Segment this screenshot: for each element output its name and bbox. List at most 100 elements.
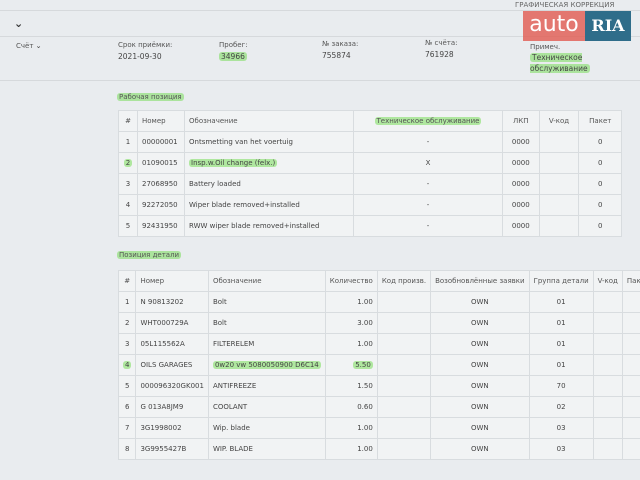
cell-text: 2 <box>123 159 133 167</box>
table-row: 4 OILS GARAGES 0w20 vw 5080050900 D6C14 5.5… <box>117 354 640 376</box>
table-cell: 0 <box>578 194 622 216</box>
column-header: Количество <box>324 270 378 292</box>
cell-text: 0000 <box>511 180 530 188</box>
field-value: Техническое обслуживание <box>530 53 590 73</box>
field-label: Пробег: <box>219 41 248 49</box>
table-cell: Battery loaded <box>184 173 354 195</box>
column-header: Обозначение <box>184 110 354 132</box>
table-cell: WIP. BLADE <box>207 438 326 460</box>
cell-text: 1.00 <box>357 298 373 306</box>
divider <box>0 80 640 81</box>
field-label: № счёта: <box>425 39 458 47</box>
table-cell <box>376 417 432 439</box>
table-cell: RWW wiper blade removed+installed <box>184 215 354 237</box>
field-label: Срок приёмки: <box>118 41 173 49</box>
cell-text: 0000 <box>511 159 530 167</box>
table-cell: 03 <box>528 438 594 460</box>
table-cell: G 013A8JM9 <box>135 396 209 418</box>
table-cell: 0 <box>578 173 622 195</box>
table-cell: 0000 <box>502 131 540 153</box>
table-cell: 1.50 <box>324 375 378 397</box>
table-cell: 2 <box>118 152 138 174</box>
autoria-watermark-ria: RIA <box>585 11 631 41</box>
cell-text: ANTIFREEZE <box>212 382 257 390</box>
cell-text: - <box>426 180 430 188</box>
table-cell: 3.00 <box>324 312 378 334</box>
cell-text: - <box>426 138 430 146</box>
cell-text: WHT000729A <box>140 319 189 327</box>
cell-text: 1 <box>125 138 131 146</box>
cell-text: 0w20 vw 5080050900 D6C14 <box>212 361 321 369</box>
cell-text: 92431950 <box>142 222 178 230</box>
column-header: Техническое обслуживание <box>374 117 482 125</box>
cell-text: N 90813202 <box>140 298 184 306</box>
table-cell: 3G1998002 <box>135 417 209 439</box>
cell-text: 5 <box>125 382 130 390</box>
table-cell: FILTERELEM <box>207 333 326 355</box>
table-cell: 6 <box>117 396 137 418</box>
table-cell: - <box>353 131 503 153</box>
cell-text: 4 <box>125 201 131 209</box>
divider <box>0 36 640 37</box>
cell-text: 3 <box>125 340 130 348</box>
table-cell: 01 <box>528 333 594 355</box>
cell-text: 0 <box>598 201 603 209</box>
cell-text: - <box>426 222 430 230</box>
table-row: 6 G 013A8JM9 COOLANT 0.60 OWN 02 0 <box>117 396 640 418</box>
cell-text: 03 <box>556 424 566 432</box>
cell-text: 92272050 <box>142 201 178 209</box>
cell-text: 000096320GK001 <box>140 382 204 390</box>
table-cell: ANTIFREEZE <box>207 375 326 397</box>
table-header-row: # Номер Обозначение Техническое обслужив… <box>118 110 622 132</box>
cell-text: Ontsmetting van het voertuig <box>189 138 293 146</box>
table-row: 3 27068950 Battery loaded -0000 0 <box>118 173 622 195</box>
table-cell: 01 <box>528 312 594 334</box>
table-cell <box>538 194 580 216</box>
table-row: 5 000096320GK001 ANTIFREEZE 1.50 OWN 70 0 <box>117 375 640 397</box>
table-cell: 27068950 <box>137 173 185 195</box>
column-header: Пакет <box>578 110 622 132</box>
table-cell: Wip. blade <box>207 417 326 439</box>
chevron-down-icon[interactable]: ⌄ <box>14 17 24 30</box>
field-mileage: Пробег: 34966 <box>219 41 248 61</box>
table-cell: OWN <box>430 417 530 439</box>
cell-text: 01 <box>556 361 566 369</box>
schet-toggle[interactable]: Счёт ⌄ <box>16 42 42 50</box>
field-receipt-date: Срок приёмки: 2021-09-30 <box>118 41 172 61</box>
table-cell <box>592 417 623 439</box>
table-row: 7 3G1998002 Wip. blade 1.00 OWN 03 0 <box>117 417 640 439</box>
table-row: 1 00000001 Ontsmetting van het voertuig - 00… <box>118 131 622 153</box>
table-cell: 1 <box>117 291 137 313</box>
table-cell: 7 <box>117 417 137 439</box>
column-header: # <box>118 110 138 132</box>
cell-text: 00000001 <box>142 138 178 146</box>
cell-text: 01 <box>556 319 566 327</box>
field-value: 761928 <box>425 50 454 59</box>
table-cell <box>376 396 432 418</box>
field-value: 34966 <box>219 52 247 61</box>
cell-text: 1.00 <box>357 340 373 348</box>
table-cell: COOLANT <box>207 396 326 418</box>
column-header: # <box>117 270 137 292</box>
column-header: Код произв. <box>376 270 432 292</box>
table-row: 2 WHT000729A Bolt 3.00 OWN 01 0 <box>117 312 640 334</box>
column-header: ЛКП <box>502 110 540 132</box>
cell-text: 0000 <box>511 201 530 209</box>
table-cell: 0000 <box>502 152 540 174</box>
column-header: Номер <box>135 270 209 292</box>
table-cell: 92431950 <box>137 215 185 237</box>
table-cell: 1.00 <box>324 438 378 460</box>
table-cell: OWN <box>430 333 530 355</box>
table-cell: OWN <box>430 396 530 418</box>
cell-text: 0.60 <box>357 403 373 411</box>
table-cell: Bolt <box>207 291 326 313</box>
cell-text: OWN <box>470 424 489 432</box>
table-cell: 1.00 <box>324 291 378 313</box>
cell-text: X <box>425 159 431 167</box>
table-header-row: # Номер Обозначение Количество Код произ… <box>117 270 640 292</box>
field-label: № заказа: <box>322 40 359 48</box>
cell-text: OILS GARAGES <box>140 361 193 369</box>
table-cell: 1 <box>118 131 138 153</box>
table-cell: Ontsmetting van het voertuig <box>184 131 354 153</box>
table-cell: 0 <box>621 312 640 334</box>
